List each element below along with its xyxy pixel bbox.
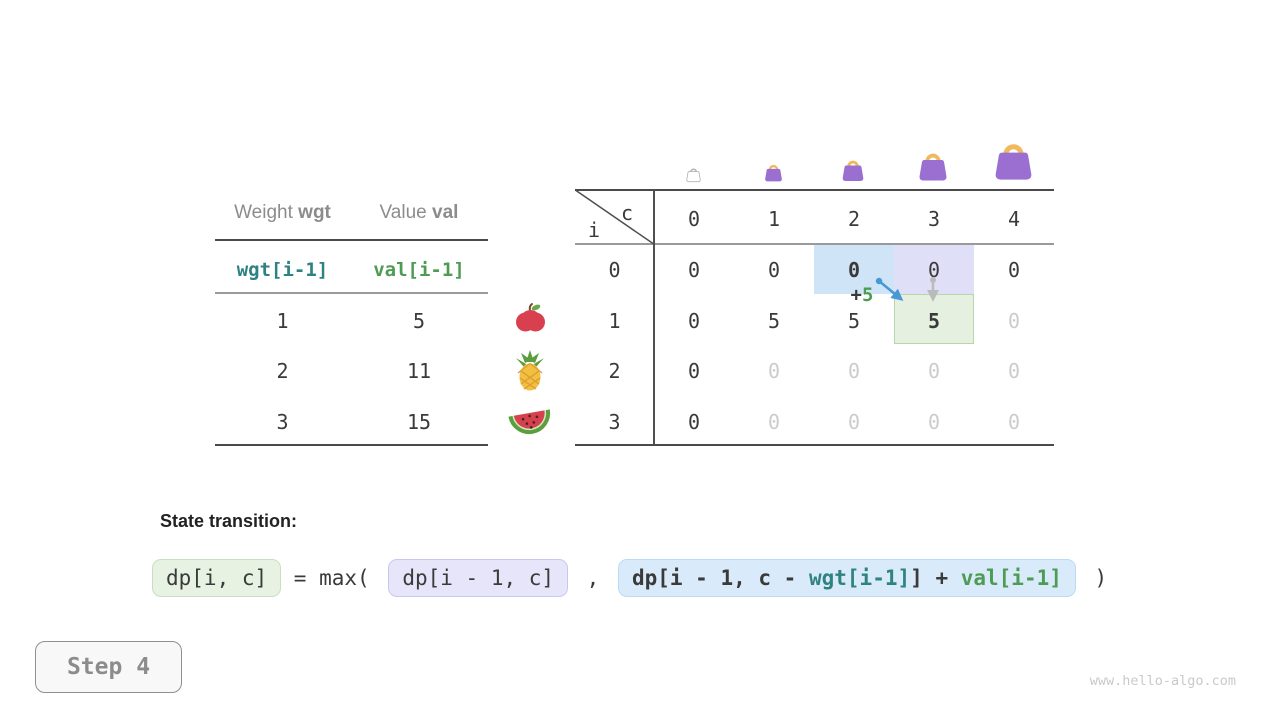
item3-value: 15	[406, 410, 432, 434]
formula-equals-max: = max(	[281, 566, 383, 590]
formula-lhs-box: dp[i, c]	[152, 559, 282, 597]
row-header-3: 3	[608, 410, 621, 434]
watermelon-icon	[506, 402, 554, 440]
dp-cell-2-2: 0	[847, 359, 861, 383]
dp-cell-3-1: 0	[767, 410, 781, 434]
dp-cell-0-3: 0	[927, 258, 941, 282]
corner-col-var: c	[621, 201, 634, 225]
dp-cell-2-3: 0	[927, 359, 941, 383]
weight-label: Weight	[234, 202, 293, 223]
col-header-3: 3	[927, 207, 941, 231]
item1-value: 5	[412, 309, 426, 333]
weight-column-header: Weight wgt	[215, 200, 350, 226]
transition-gain-label: +5	[840, 284, 884, 306]
dp-cell-3-3: 0	[927, 410, 941, 434]
col-header-2: 2	[847, 207, 861, 231]
watermark: www.hello-algo.com	[1089, 673, 1236, 689]
left-table-mid-rule	[215, 292, 488, 294]
row-header-2: 2	[608, 359, 621, 383]
left-table-bottom-rule	[215, 444, 488, 446]
apple-icon	[515, 302, 546, 335]
item2-value: 11	[406, 359, 432, 383]
value-label: Value	[379, 202, 427, 223]
option2-bracket: ]	[910, 566, 923, 590]
option2-plus: +	[922, 566, 961, 590]
row-header-0: 0	[608, 258, 621, 282]
row-header-1: 1	[608, 309, 621, 333]
state-transition-formula: dp[i, c] = max( dp[i - 1, c] , dp[i - 1,…	[152, 559, 1107, 597]
dp-table-header-rule	[575, 243, 1054, 245]
weight-code: wgt	[298, 202, 331, 223]
bag-capacity-3-icon	[916, 149, 950, 183]
dp-cell-2-4: 0	[1007, 359, 1021, 383]
dp-cell-2-1: 0	[767, 359, 781, 383]
dp-cell-1-2: 5	[847, 309, 861, 333]
dp-cell-3-4: 0	[1007, 410, 1021, 434]
wgt-index-expr: wgt[i-1]	[236, 259, 329, 281]
value-column-header: Value val	[350, 200, 488, 226]
formula-option1-box: dp[i - 1, c]	[388, 559, 569, 597]
formula-close-paren: )	[1081, 566, 1108, 590]
dp-cell-1-3: 5	[927, 309, 941, 333]
dp-cell-1-1: 5	[767, 309, 781, 333]
highlight-cell-current	[894, 294, 974, 344]
value-code: val	[432, 202, 459, 223]
item1-weight: 1	[276, 309, 289, 333]
dp-cell-1-0: 0	[687, 309, 701, 333]
plus-sign: +	[850, 284, 862, 306]
dp-table-bottom-rule	[575, 444, 1054, 446]
col-header-0: 0	[687, 207, 701, 231]
dp-cell-2-0: 0	[687, 359, 701, 383]
formula-option2-box: dp[i - 1, c - wgt[i-1]] + val[i-1]	[617, 559, 1076, 597]
formula-comma: ,	[574, 566, 612, 590]
dp-cell-3-0: 0	[687, 410, 701, 434]
item3-weight: 3	[276, 410, 289, 434]
dp-cell-0-1: 0	[767, 258, 781, 282]
val-index-expr: val[i-1]	[373, 259, 465, 281]
option2-val-term: val[i-1]	[960, 566, 1062, 590]
left-table-top-rule	[215, 239, 488, 241]
dp-cell-0-2: 0	[847, 258, 861, 282]
col-header-1: 1	[767, 207, 781, 231]
bag-capacity-4-icon	[991, 138, 1036, 183]
step-badge: Step 4	[35, 641, 182, 693]
bag-capacity-2-icon	[840, 157, 866, 183]
dp-table-vertical-rule	[653, 189, 655, 446]
gain-value: 5	[862, 284, 874, 306]
dp-cell-1-4: 0	[1007, 309, 1021, 333]
dp-cell-0-0: 0	[687, 258, 701, 282]
state-transition-heading: State transition:	[160, 511, 298, 531]
dp-cell-0-4: 0	[1007, 258, 1021, 282]
bag-capacity-1-icon	[763, 162, 784, 183]
corner-row-var: i	[588, 218, 601, 242]
pineapple-icon	[512, 350, 549, 392]
dp-table-top-rule	[575, 189, 1054, 191]
item2-weight: 2	[276, 359, 289, 383]
dp-cell-3-2: 0	[847, 410, 861, 434]
col-header-4: 4	[1007, 207, 1021, 231]
option2-prefix: dp[i - 1, c -	[631, 566, 809, 590]
option2-wgt-term: wgt[i-1]	[808, 566, 911, 590]
bag-capacity-0-icon	[685, 166, 702, 183]
